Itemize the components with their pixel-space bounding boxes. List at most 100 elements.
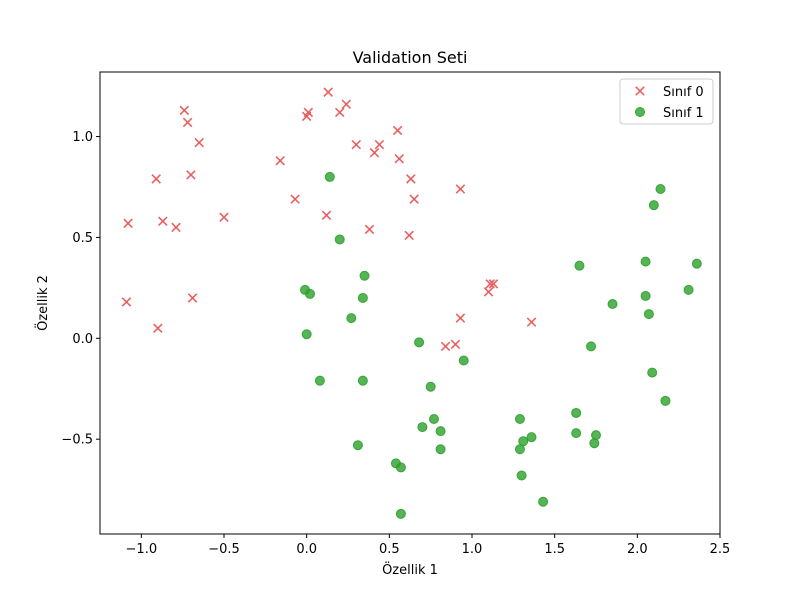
data-point-class-1 (314, 375, 325, 386)
data-point-class-1 (691, 258, 702, 269)
data-point-class-0 (440, 341, 451, 352)
data-point-class-1 (640, 256, 651, 267)
data-point-class-0 (488, 279, 499, 289)
x-tick-label: 2.5 (710, 542, 731, 557)
data-point-class-1 (435, 444, 446, 455)
data-point-class-1 (428, 414, 439, 425)
data-point-class-0 (194, 137, 204, 148)
data-point-class-1 (395, 508, 406, 519)
legend-marker-class-0 (635, 86, 645, 96)
data-point-class-0 (275, 156, 285, 166)
plot-frame (99, 71, 721, 535)
legend-circle-marker (635, 107, 645, 117)
legend-label-class-1: Sınıf 1 (663, 106, 704, 121)
data-point-class-1 (647, 367, 658, 378)
axis-ticks: −1.0 −0.5 0.0 0.5 1.0 1.5 2.0 2.5 −0.5 0.0 0.5 1.0 (61, 130, 730, 557)
data-point-class-0 (186, 170, 196, 180)
data-point-class-1 (571, 407, 582, 418)
data-point-class-0 (450, 339, 461, 350)
data-point-class-1 (586, 341, 597, 352)
data-point-class-0 (290, 194, 300, 204)
y-tick-label: 0.5 (72, 231, 93, 246)
data-point-class-0 (406, 174, 416, 184)
legend-marker-class-1 (635, 107, 645, 117)
y-tick-label: 1.0 (72, 130, 93, 145)
data-point-class-0 (219, 212, 229, 223)
data-point-class-1 (417, 422, 428, 433)
data-point-class-1 (352, 440, 363, 451)
data-point-class-0 (323, 87, 333, 97)
data-point-class-0 (394, 153, 405, 164)
data-point-class-0 (392, 125, 403, 136)
data-point-class-1 (514, 444, 525, 455)
y-tick-label: 0.0 (72, 332, 93, 347)
data-point-class-1 (589, 438, 600, 449)
data-point-class-0 (404, 230, 414, 241)
data-point-class-1 (538, 496, 549, 507)
data-point-class-0 (364, 224, 375, 235)
data-point-class-0 (182, 117, 193, 128)
data-point-class-0 (151, 174, 161, 184)
data-point-class-1 (643, 309, 654, 320)
data-point-class-0 (171, 222, 181, 233)
data-point-class-0 (158, 216, 168, 227)
x-axis-title: Özellik 1 (382, 561, 438, 578)
data-point-class-1 (607, 299, 618, 310)
x-tick-label: 2.0 (627, 542, 648, 557)
x-tick-label: 1.5 (544, 542, 565, 557)
data-point-class-0 (121, 297, 132, 307)
data-point-class-1 (425, 381, 436, 392)
data-point-class-0 (321, 210, 332, 221)
legend-x-marker (635, 86, 645, 96)
data-point-class-0 (369, 147, 380, 158)
data-point-class-0 (483, 287, 494, 297)
x-tick-label: −1.0 (126, 542, 158, 557)
data-point-class-1 (395, 462, 406, 473)
data-point-class-1 (324, 171, 335, 182)
data-point-class-0 (341, 99, 352, 110)
data-point-class-0 (374, 139, 385, 150)
data-point-class-1 (334, 234, 345, 245)
data-point-class-0 (455, 184, 466, 194)
y-axis-title: Özellik 2 (34, 275, 51, 331)
data-point-class-1 (591, 430, 601, 441)
data-point-class-0 (485, 279, 495, 289)
x-tick-label: 1.0 (462, 542, 483, 557)
legend-label-class-0: Sınıf 0 (663, 85, 704, 100)
data-point-class-1 (357, 292, 368, 303)
data-point-class-1 (301, 329, 312, 340)
y-tick-label: −0.5 (61, 433, 93, 448)
x-tick-label: 0.0 (296, 542, 317, 557)
data-point-class-0 (409, 194, 419, 204)
data-point-class-1 (516, 470, 527, 481)
data-point-class-1 (514, 414, 525, 425)
data-point-class-0 (153, 323, 163, 333)
data-point-class-1 (359, 270, 370, 281)
data-points (121, 87, 702, 519)
data-point-class-1 (346, 313, 357, 324)
data-point-class-1 (357, 375, 368, 386)
chart-title: Validation Seti (353, 48, 468, 67)
data-point-class-1 (571, 428, 582, 439)
data-point-class-0 (351, 139, 362, 150)
data-point-class-1 (640, 290, 651, 301)
data-point-class-1 (655, 184, 666, 195)
data-point-class-0 (334, 107, 345, 118)
data-point-class-1 (414, 337, 425, 348)
data-point-class-1 (458, 355, 469, 366)
data-point-class-1 (574, 260, 585, 271)
data-point-class-1 (304, 288, 315, 299)
x-tick-label: 0.5 (379, 542, 400, 557)
data-point-class-0 (455, 313, 466, 323)
legend: Sınıf 0 Sınıf 1 (619, 78, 714, 125)
data-point-class-0 (123, 218, 133, 229)
data-point-class-1 (683, 284, 694, 295)
data-point-class-0 (303, 107, 314, 118)
data-point-class-0 (179, 105, 190, 116)
data-point-class-1 (660, 395, 671, 406)
data-point-class-1 (648, 200, 659, 211)
x-tick-label: −0.5 (208, 542, 240, 557)
data-point-class-1 (526, 432, 537, 443)
data-point-class-1 (435, 426, 446, 437)
